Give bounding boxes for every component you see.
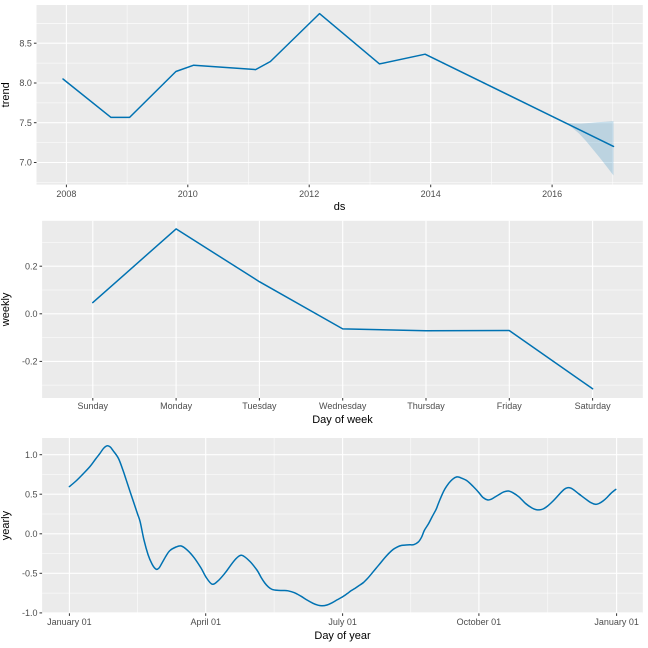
svg-text:Thursday: Thursday xyxy=(407,401,445,411)
svg-text:July 01: July 01 xyxy=(328,617,357,627)
svg-text:Day of year: Day of year xyxy=(314,630,371,642)
svg-text:2008: 2008 xyxy=(56,189,76,199)
svg-text:Monday: Monday xyxy=(160,401,193,411)
svg-text:Friday: Friday xyxy=(497,401,523,411)
svg-text:ds: ds xyxy=(334,201,346,213)
svg-text:January 01: January 01 xyxy=(47,617,92,627)
svg-text:7.5: 7.5 xyxy=(19,118,32,128)
svg-text:7.0: 7.0 xyxy=(19,158,32,168)
svg-text:yearly: yearly xyxy=(0,510,12,540)
svg-text:2010: 2010 xyxy=(178,189,198,199)
svg-text:-1.0: -1.0 xyxy=(22,608,38,618)
svg-text:weekly: weekly xyxy=(0,292,12,327)
svg-text:2016: 2016 xyxy=(542,189,562,199)
svg-text:Saturday: Saturday xyxy=(575,401,612,411)
svg-text:0.0: 0.0 xyxy=(25,309,38,319)
svg-text:trend: trend xyxy=(0,82,12,107)
svg-text:-0.2: -0.2 xyxy=(22,357,38,367)
svg-text:0.2: 0.2 xyxy=(25,261,38,271)
svg-text:Tuesday: Tuesday xyxy=(242,401,277,411)
svg-text:1.0: 1.0 xyxy=(25,450,38,460)
svg-text:8.0: 8.0 xyxy=(19,78,32,88)
svg-text:January 01: January 01 xyxy=(594,617,639,627)
svg-text:8.5: 8.5 xyxy=(19,38,32,48)
svg-text:Day of week: Day of week xyxy=(312,414,373,426)
svg-text:Sunday: Sunday xyxy=(78,401,109,411)
svg-text:2012: 2012 xyxy=(299,189,319,199)
svg-text:-0.5: -0.5 xyxy=(22,569,38,579)
svg-text:October 01: October 01 xyxy=(457,617,502,627)
svg-text:Wednesday: Wednesday xyxy=(319,401,367,411)
svg-text:April 01: April 01 xyxy=(190,617,221,627)
svg-text:0.5: 0.5 xyxy=(25,489,38,499)
svg-text:2014: 2014 xyxy=(421,189,441,199)
svg-text:0.0: 0.0 xyxy=(25,529,38,539)
